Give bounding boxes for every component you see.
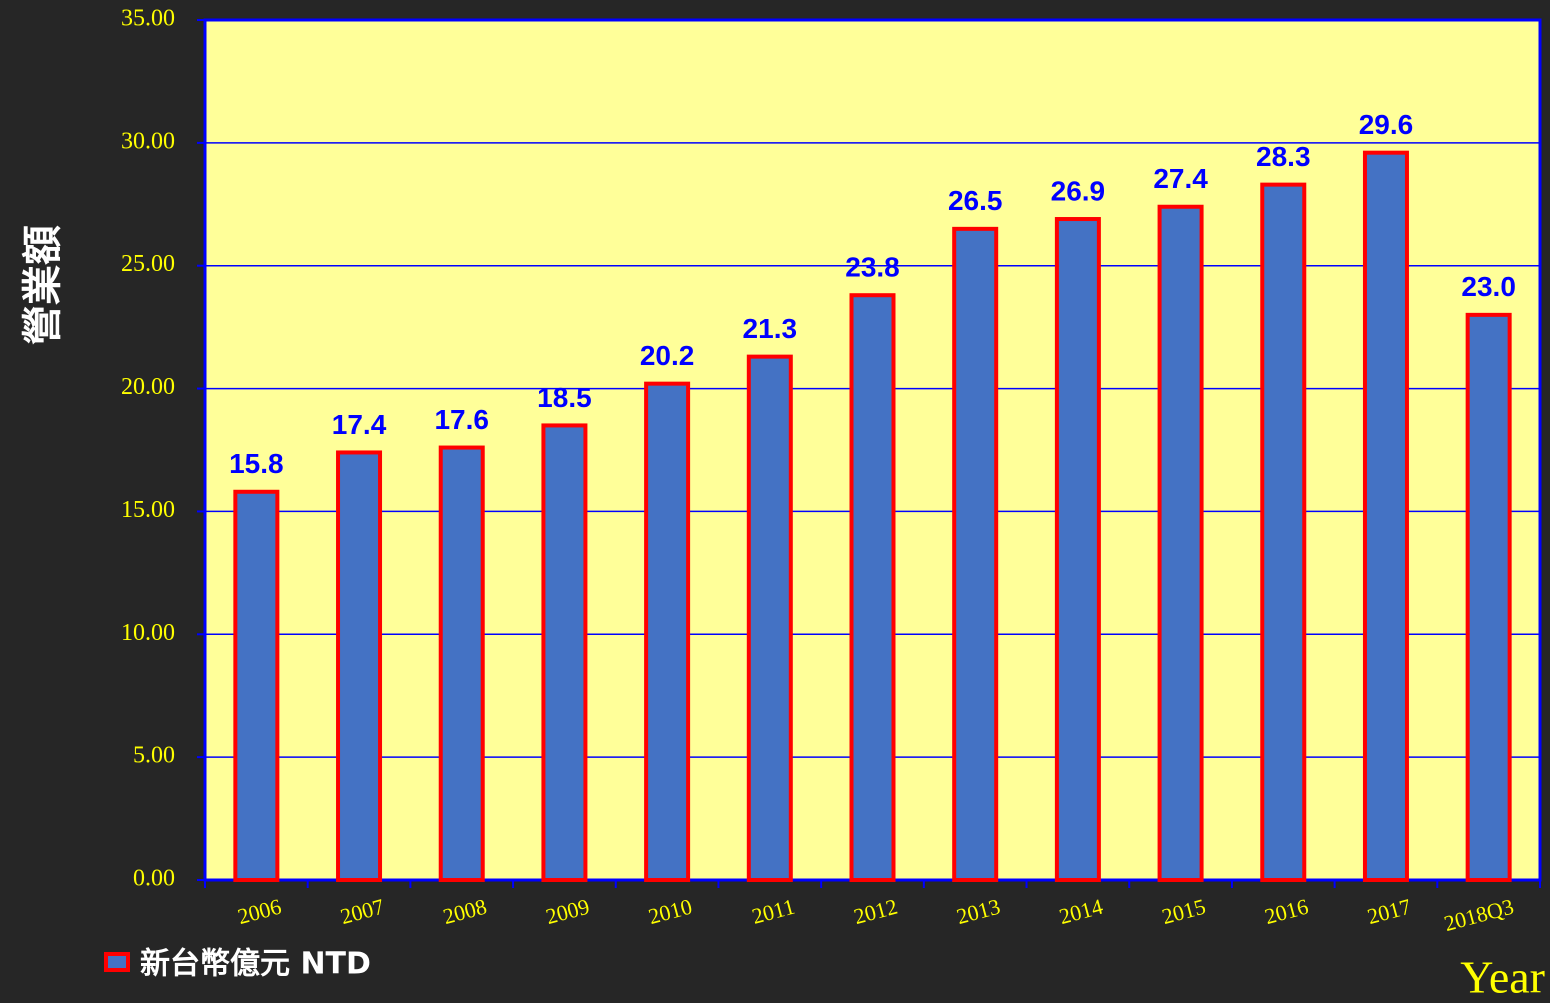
x-axis-label: Year — [1460, 952, 1545, 1003]
data-label: 20.2 — [640, 340, 695, 371]
y-tick-label: 30.00 — [121, 128, 175, 154]
bar — [1362, 150, 1409, 882]
data-label: 23.8 — [845, 252, 900, 283]
data-label: 26.5 — [948, 185, 1003, 216]
data-label: 21.3 — [743, 313, 798, 344]
y-tick-label: 25.00 — [121, 251, 175, 277]
bar — [644, 381, 691, 882]
y-tick-label: 0.00 — [133, 866, 175, 892]
legend-label: 新台幣億元 NTD — [140, 947, 371, 982]
data-label: 17.6 — [434, 404, 489, 435]
y-axis-label: 營業額 — [20, 225, 66, 345]
y-tick-label: 35.00 — [121, 6, 175, 32]
data-label: 17.4 — [332, 409, 387, 440]
data-label: 23.0 — [1461, 271, 1516, 302]
bar — [1260, 182, 1307, 882]
bar — [438, 445, 485, 882]
bar — [952, 226, 999, 883]
bar — [849, 293, 896, 882]
bar — [1157, 204, 1204, 882]
bar — [746, 354, 793, 882]
data-label: 18.5 — [537, 382, 592, 413]
bar — [233, 489, 280, 882]
data-label: 27.4 — [1153, 163, 1208, 194]
data-label: 26.9 — [1051, 175, 1106, 206]
bar — [1054, 217, 1101, 882]
y-tick-label: 5.00 — [133, 743, 175, 769]
bar — [541, 423, 588, 882]
data-label: 29.6 — [1359, 109, 1414, 140]
y-tick-label: 15.00 — [121, 497, 175, 523]
bar — [336, 450, 383, 882]
bar — [1465, 312, 1512, 883]
y-tick-label: 10.00 — [121, 620, 175, 646]
legend-swatch — [104, 952, 130, 972]
data-label: 15.8 — [229, 448, 284, 479]
y-tick-label: 20.00 — [121, 374, 175, 400]
data-label: 28.3 — [1256, 141, 1311, 172]
